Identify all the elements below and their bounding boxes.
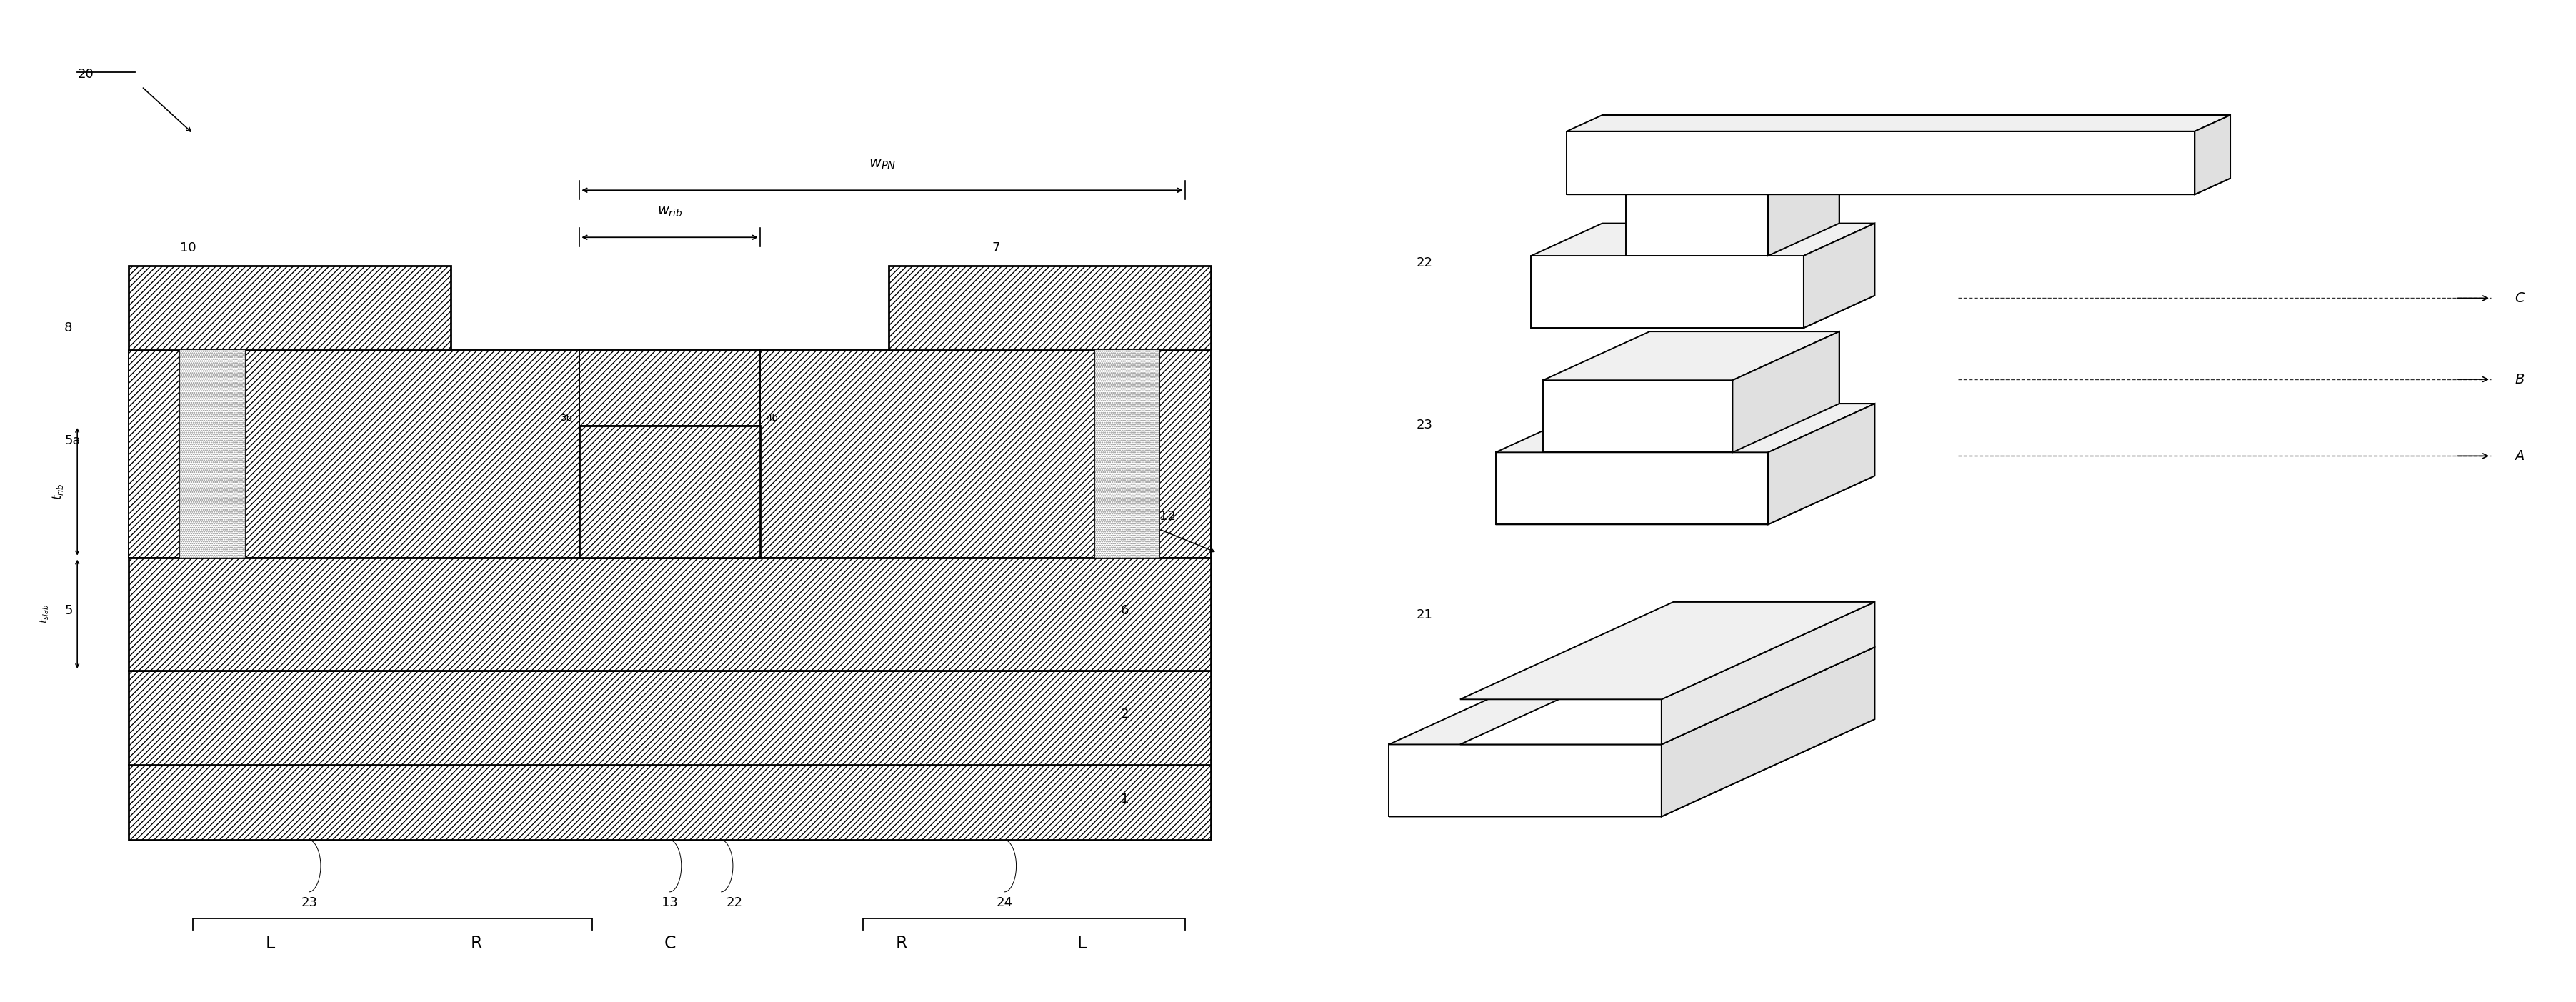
Text: 11: 11	[992, 284, 1007, 297]
Text: 13: 13	[662, 896, 677, 909]
Bar	[180, 351, 245, 557]
Text: 8: 8	[64, 322, 72, 335]
Polygon shape	[1543, 404, 1839, 452]
Polygon shape	[1698, 133, 1839, 223]
Text: 20: 20	[77, 68, 93, 80]
Polygon shape	[1543, 380, 1734, 452]
Polygon shape	[1602, 115, 2231, 178]
Polygon shape	[1530, 296, 1875, 328]
Polygon shape	[1566, 115, 2231, 131]
Bar	[129, 351, 580, 557]
Text: 7: 7	[992, 241, 999, 255]
Text: 24: 24	[997, 896, 1012, 909]
Polygon shape	[1461, 602, 1875, 699]
Text: 3: 3	[587, 392, 598, 405]
Polygon shape	[1530, 223, 1875, 256]
Bar	[129, 670, 1211, 765]
Polygon shape	[1461, 647, 1875, 744]
Bar	[129, 765, 1211, 840]
Text: 12: 12	[1159, 510, 1175, 523]
Polygon shape	[1803, 223, 1875, 328]
Bar	[889, 266, 1211, 351]
Polygon shape	[1543, 332, 1839, 380]
Text: 10: 10	[180, 241, 196, 255]
Text: 23: 23	[1417, 419, 1432, 432]
Text: L: L	[1077, 935, 1087, 952]
Text: R: R	[896, 935, 907, 952]
Bar	[1095, 351, 1159, 557]
Polygon shape	[1767, 133, 1839, 256]
Polygon shape	[1662, 647, 1875, 817]
Polygon shape	[1602, 647, 1875, 719]
Text: R: R	[471, 935, 482, 952]
Text: 5: 5	[64, 604, 72, 617]
Text: 22: 22	[1417, 257, 1432, 270]
Polygon shape	[1497, 476, 1875, 524]
Polygon shape	[1388, 719, 1875, 817]
Polygon shape	[1767, 404, 1875, 524]
Text: 6: 6	[1121, 604, 1128, 617]
Bar	[580, 351, 760, 426]
Text: 6a: 6a	[1121, 435, 1136, 447]
Text: $w_{rib}$: $w_{rib}$	[657, 204, 683, 218]
Text: 3b: 3b	[562, 414, 574, 423]
Polygon shape	[1625, 223, 1839, 256]
Polygon shape	[1497, 404, 1875, 452]
Polygon shape	[1602, 223, 1875, 296]
Text: A: A	[2514, 449, 2524, 463]
Text: L: L	[265, 935, 276, 952]
Text: C: C	[2514, 292, 2524, 305]
Text: 4b: 4b	[768, 414, 778, 423]
Text: 24: 24	[1891, 157, 1906, 170]
Text: 2: 2	[1121, 707, 1128, 720]
Polygon shape	[1649, 332, 1839, 404]
Polygon shape	[1625, 133, 1839, 165]
Polygon shape	[1566, 131, 2195, 194]
Text: 4a: 4a	[742, 414, 755, 423]
Text: 4: 4	[742, 392, 752, 405]
Polygon shape	[1530, 256, 1803, 328]
Polygon shape	[1497, 452, 1767, 524]
Bar	[1095, 351, 1159, 557]
Polygon shape	[2195, 115, 2231, 194]
Text: $t_{slab}$: $t_{slab}$	[39, 604, 52, 623]
Text: 21: 21	[1417, 608, 1432, 621]
Polygon shape	[1734, 332, 1839, 452]
Text: 25: 25	[1654, 653, 1669, 666]
Polygon shape	[1388, 744, 1662, 817]
Text: 22: 22	[726, 896, 742, 909]
Text: C: C	[665, 935, 675, 952]
Polygon shape	[1602, 404, 1875, 476]
Text: 3a: 3a	[587, 414, 598, 423]
Bar	[580, 426, 760, 557]
Text: $w_{PN}$: $w_{PN}$	[868, 157, 896, 171]
Bar	[760, 351, 1211, 557]
Bar	[129, 557, 1211, 670]
Polygon shape	[1662, 602, 1875, 744]
Text: 9: 9	[1133, 322, 1141, 335]
Text: 1: 1	[1121, 793, 1128, 806]
Text: B: B	[2514, 373, 2524, 386]
Text: 23: 23	[301, 896, 317, 909]
Bar	[129, 266, 451, 351]
Polygon shape	[1625, 165, 1767, 256]
Text: 5a: 5a	[64, 435, 80, 447]
Text: 25: 25	[1713, 509, 1728, 522]
Bar	[180, 351, 245, 557]
Polygon shape	[1388, 647, 1875, 744]
Polygon shape	[1566, 178, 2231, 194]
Text: $t_{rib}$: $t_{rib}$	[52, 483, 64, 500]
